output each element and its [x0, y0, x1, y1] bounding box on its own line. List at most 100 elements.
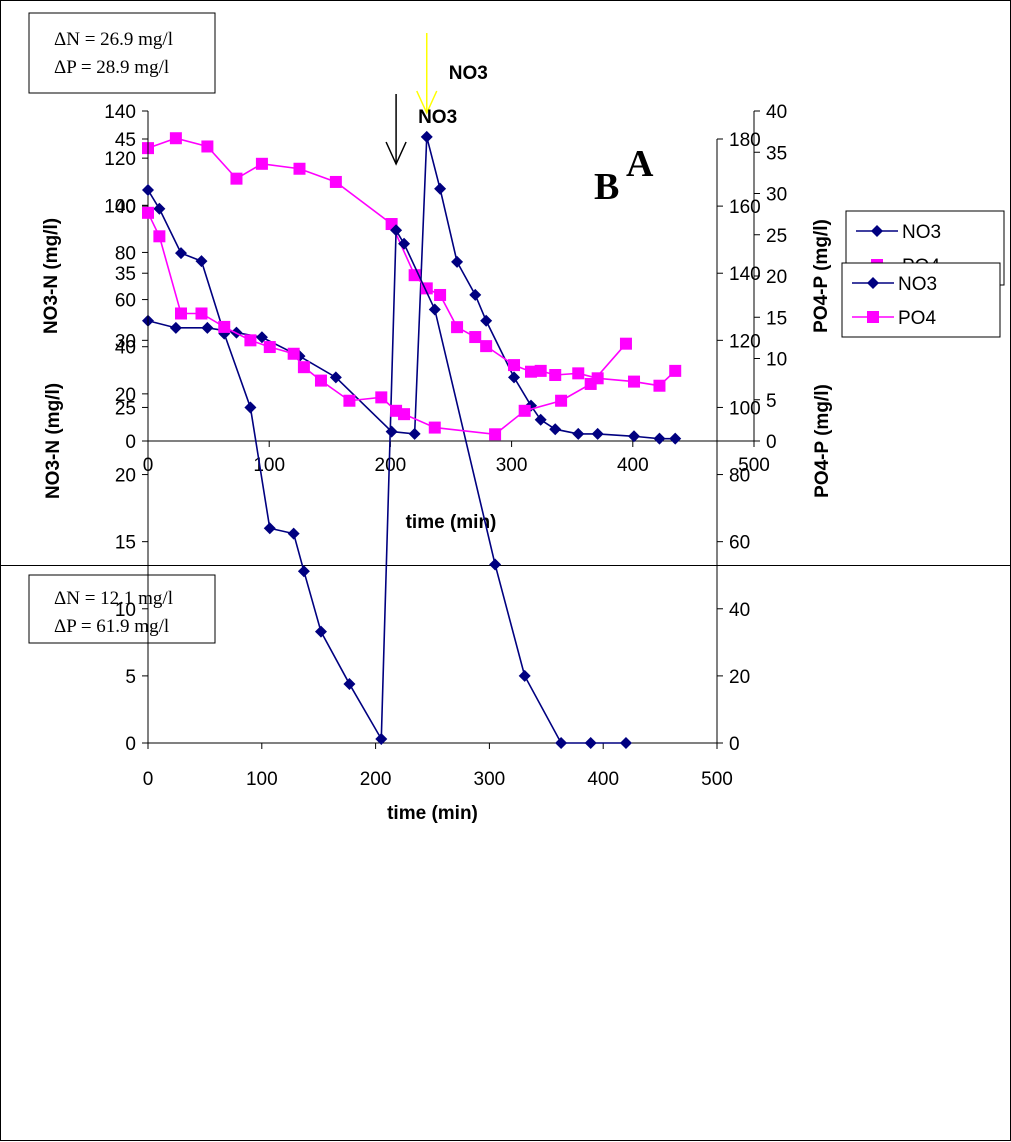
y2-tick-label: 10	[766, 350, 787, 371]
y-tick-label: 40	[115, 197, 136, 218]
series-po4-point	[518, 404, 531, 417]
x-axis-label: time (min)	[387, 803, 478, 824]
x-tick-label: 400	[587, 769, 619, 790]
y2-tick-label: 0	[729, 734, 740, 755]
x-tick-label: 0	[143, 769, 154, 790]
y2-axis-label: PO4-P (mg/l)	[811, 219, 832, 333]
x-tick-label: 100	[246, 769, 278, 790]
y-tick-label: 35	[115, 264, 136, 285]
series-po4-point	[195, 307, 208, 320]
chart-b-svg: ΔN = 12.1 mg/lΔP = 61.9 mg/l051015202530…	[28, 94, 1001, 824]
series-no3-point	[628, 430, 641, 443]
annotation-arrowhead	[385, 141, 407, 166]
y-tick-label: 100	[104, 196, 136, 217]
x-tick-label: 400	[617, 455, 649, 476]
y-axis-label: NO3-N (mg/l)	[43, 383, 64, 499]
series-po4-point	[508, 359, 521, 372]
series-no3-point	[244, 401, 257, 414]
y2-tick-label: 40	[766, 102, 787, 123]
y2-tick-label: 15	[766, 308, 787, 329]
y-tick-label: 45	[115, 130, 136, 151]
series-po4-point	[653, 379, 666, 392]
series-po4-point	[201, 140, 214, 153]
series-no3-point	[175, 247, 188, 260]
stat-delta-p: ΔP = 61.9 mg/l	[54, 616, 169, 637]
annotation-label: NO3	[449, 63, 488, 84]
y2-tick-label: 80	[729, 466, 750, 487]
series-no3-point	[398, 237, 411, 250]
x-tick-label: 500	[738, 455, 770, 476]
series-po4-point	[153, 230, 166, 243]
series-po4-point	[451, 321, 464, 334]
series-po4-point	[142, 206, 154, 219]
series-po4-point	[628, 375, 641, 388]
series-no3-point	[669, 432, 682, 445]
series-no3-point	[329, 371, 342, 384]
series-po4-point	[434, 288, 447, 301]
series-no3-point	[408, 427, 421, 440]
series-no3-point	[584, 737, 597, 749]
series-po4-point	[169, 132, 182, 145]
series-po4-point	[398, 408, 411, 421]
series-po4-point	[255, 157, 268, 170]
series-po4-point	[555, 394, 568, 407]
x-tick-label: 200	[360, 769, 392, 790]
series-no3-point	[375, 732, 388, 745]
y-tick-label: 5	[125, 667, 136, 688]
series-no3-point	[480, 314, 493, 327]
series-po4-point	[619, 337, 632, 350]
y-tick-label: 0	[125, 432, 136, 453]
y2-tick-label: 0	[766, 432, 777, 453]
y2-tick-label: 180	[729, 130, 761, 151]
series-po4-point	[175, 307, 188, 320]
series-po4-point	[343, 394, 356, 407]
x-tick-label: 300	[496, 455, 528, 476]
y2-tick-label: 140	[729, 264, 761, 285]
y2-tick-label: 25	[766, 226, 787, 247]
y2-tick-label: 20	[766, 267, 787, 288]
y-tick-label: 60	[115, 291, 136, 312]
series-no3-point	[153, 202, 166, 215]
legend-marker	[871, 225, 883, 237]
y-tick-label: 140	[104, 102, 136, 123]
series-po4-point	[584, 377, 597, 390]
series-no3-point	[591, 427, 604, 440]
series-no3-point	[619, 737, 632, 749]
chart-panel-b: ΔN = 12.1 mg/l ΔP = 61.9 mg/l 0 5 10 15 20 25 30…	[0, 94, 1011, 1141]
y-tick-label: 10	[115, 600, 136, 621]
legend-marker	[867, 277, 879, 289]
stats-box	[28, 574, 216, 644]
legend-label-no3: NO3	[898, 274, 937, 295]
series-no3-point	[169, 321, 182, 334]
y2-tick-label: 160	[729, 197, 761, 218]
y-tick-label: 120	[104, 149, 136, 170]
y2-tick-label: 5	[766, 391, 777, 412]
series-po4-point	[524, 365, 537, 378]
y-axis-label: NO3-N (mg/l)	[41, 218, 62, 334]
series-po4-point	[244, 334, 257, 347]
series-po4-point	[489, 428, 502, 441]
series-po4-point	[549, 369, 562, 381]
panel-label: B	[594, 166, 619, 208]
series-no3-point	[142, 184, 154, 197]
series-no3-point	[263, 522, 276, 535]
x-tick-label: 200	[375, 455, 407, 476]
legend-label-po4: PO4	[898, 308, 936, 329]
series-no3-point	[555, 737, 568, 749]
legend-label-no3: NO3	[902, 222, 941, 243]
stats-box	[28, 12, 216, 94]
series-no3-point	[287, 527, 300, 540]
x-tick-label: 300	[474, 769, 506, 790]
series-po4-point	[293, 162, 306, 175]
series-no3-point	[420, 130, 433, 143]
x-tick-label: 500	[701, 769, 733, 790]
series-po4-point	[480, 340, 493, 353]
y-tick-label: 20	[115, 385, 136, 406]
series-no3-point	[451, 255, 464, 268]
series-po4-point	[218, 320, 231, 333]
series-no3-point	[343, 677, 356, 690]
series-no3-point	[297, 565, 310, 578]
legend-box	[841, 262, 1001, 338]
series-no3-point	[572, 427, 585, 440]
series-po4-point	[314, 374, 327, 387]
